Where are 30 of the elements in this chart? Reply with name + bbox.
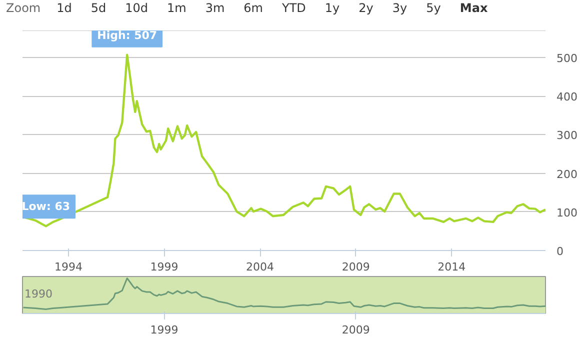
x-tick-label: 1999 (150, 260, 178, 274)
x-tick-label: 1994 (54, 260, 82, 274)
text: 1d (56, 1, 72, 15)
x-tick-label: 2014 (438, 260, 466, 274)
annotation: Low: 63 (22, 200, 70, 214)
line-series (22, 54, 546, 228)
text: YTD (282, 1, 306, 15)
x-tick-label: 2004 (246, 260, 274, 274)
y-tick-label: 500 (556, 52, 578, 66)
text: 5d (90, 1, 106, 15)
x-tick-label: 1999 (150, 324, 178, 336)
text: 6m (244, 1, 263, 15)
y-tick-label: 100 (556, 206, 578, 220)
x-tick-label: 2009 (342, 260, 370, 274)
text: Max (460, 1, 488, 15)
text: 1m (167, 1, 186, 15)
text: 5y (426, 1, 441, 15)
text: Zoom (6, 1, 41, 15)
text: 3m (205, 1, 225, 15)
text: 3y (392, 1, 408, 15)
y-tick-label: 400 (556, 90, 578, 104)
y-tick-label: 200 (556, 168, 578, 181)
text: 2y (358, 1, 374, 15)
y-tick-label: 300 (556, 129, 578, 142)
annotation: 1990 (24, 288, 52, 300)
x-tick-label: 2009 (342, 324, 370, 336)
annotation: High: 507 (97, 28, 158, 42)
text: 1y (324, 1, 340, 15)
y-tick-label: 0 (556, 245, 564, 258)
text: 10d (125, 1, 148, 15)
